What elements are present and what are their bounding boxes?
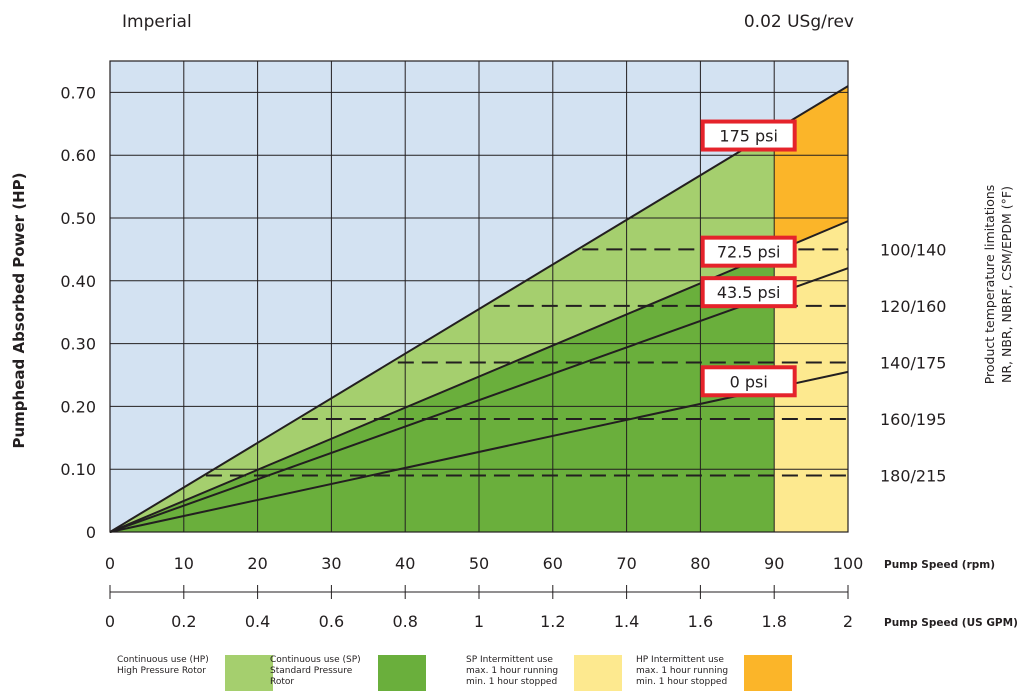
x-gpm-tick-label: 1.2: [540, 612, 565, 631]
x-gpm-axis-label: Pump Speed (US GPM): [884, 617, 1018, 629]
legend-item-sp-continuous: Continuous use (SP) Standard Pressure Ro…: [270, 655, 426, 691]
temperature-label-100-140: 100/140: [880, 240, 946, 259]
x-gpm-tick-label: 1.4: [614, 612, 639, 631]
x-rpm-tick-label: 30: [321, 554, 341, 573]
x-rpm-tick-label: 100: [833, 554, 864, 573]
plot-area: 100/140 120/160 140/175 160/195 180/215 0 psi…: [10, 61, 1018, 631]
psi-label-43-5-psi: 43.5 psi: [717, 283, 781, 302]
legend-swatch-sp-continuous: [378, 655, 426, 691]
y-tick-label: 0.60: [60, 146, 96, 165]
x-rpm-tick-label: 50: [469, 554, 489, 573]
legend-text: SP Intermittent use max. 1 hour running …: [466, 655, 568, 688]
x-gpm-tick-label: 0: [105, 612, 115, 631]
x-rpm-tick-label: 10: [174, 554, 194, 573]
temperature-axis-label-line1: Product temperature limitations: [982, 185, 997, 385]
temperature-label-160-195: 160/195: [880, 410, 946, 429]
x-rpm-tick-label: 20: [247, 554, 267, 573]
x-rpm-tick-label: 40: [395, 554, 415, 573]
legend-text: Continuous use (SP) Standard Pressure Ro…: [270, 655, 372, 688]
psi-label-175-psi: 175 psi: [719, 127, 778, 146]
temperature-axis-label-line2: NR, NBR, NBRF, CSM/EPDM (°F): [999, 186, 1014, 383]
psi-label-0-psi: 0 psi: [730, 372, 768, 391]
temperature-label-180-215: 180/215: [880, 466, 946, 485]
temperature-label-120-160: 120/160: [880, 297, 946, 316]
legend-swatch-hp-continuous: [225, 655, 273, 691]
x-gpm-tick-label: 0.2: [171, 612, 196, 631]
x-rpm-axis-label: Pump Speed (rpm): [884, 559, 995, 571]
legend-swatch-hp-intermittent: [744, 655, 792, 691]
x-rpm-tick-label: 70: [616, 554, 636, 573]
x-rpm-tick-label: 60: [543, 554, 563, 573]
legend-item-hp-intermittent: HP Intermittent use max. 1 hour running …: [636, 655, 792, 691]
x-gpm-tick-label: 0.8: [392, 612, 417, 631]
legend-item-sp-intermittent: SP Intermittent use max. 1 hour running …: [466, 655, 622, 691]
legend-text: HP Intermittent use max. 1 hour running …: [636, 655, 738, 688]
temperature-label-140-175: 140/175: [880, 353, 946, 372]
x-gpm-tick-label: 1: [474, 612, 484, 631]
legend-text: Continuous use (HP) High Pressure Rotor: [117, 655, 219, 677]
pump-power-chart: 100/140 120/160 140/175 160/195 180/215 0 psi…: [0, 0, 1026, 655]
y-tick-label: 0.30: [60, 335, 96, 354]
y-tick-label: 0.50: [60, 209, 96, 228]
x-gpm-tick-label: 0.4: [245, 612, 270, 631]
x-gpm-tick-label: 1.6: [688, 612, 713, 631]
psi-label-72-5-psi: 72.5 psi: [717, 243, 781, 262]
y-axis-label: Pumphead Absorbed Power (HP): [10, 172, 28, 448]
x-rpm-tick-label: 0: [105, 554, 115, 573]
x-rpm-tick-label: 80: [690, 554, 710, 573]
legend-swatch-sp-intermittent: [574, 655, 622, 691]
y-tick-label: 0.70: [60, 83, 96, 102]
y-tick-label: 0: [86, 523, 96, 542]
y-tick-label: 0.40: [60, 272, 96, 291]
x-gpm-tick-label: 0.6: [319, 612, 344, 631]
x-rpm-tick-label: 90: [764, 554, 784, 573]
y-tick-label: 0.20: [60, 397, 96, 416]
legend-item-hp-continuous: Continuous use (HP) High Pressure Rotor: [117, 655, 273, 691]
x-gpm-tick-label: 1.8: [761, 612, 786, 631]
y-tick-label: 0.10: [60, 460, 96, 479]
x-gpm-tick-label: 2: [843, 612, 853, 631]
